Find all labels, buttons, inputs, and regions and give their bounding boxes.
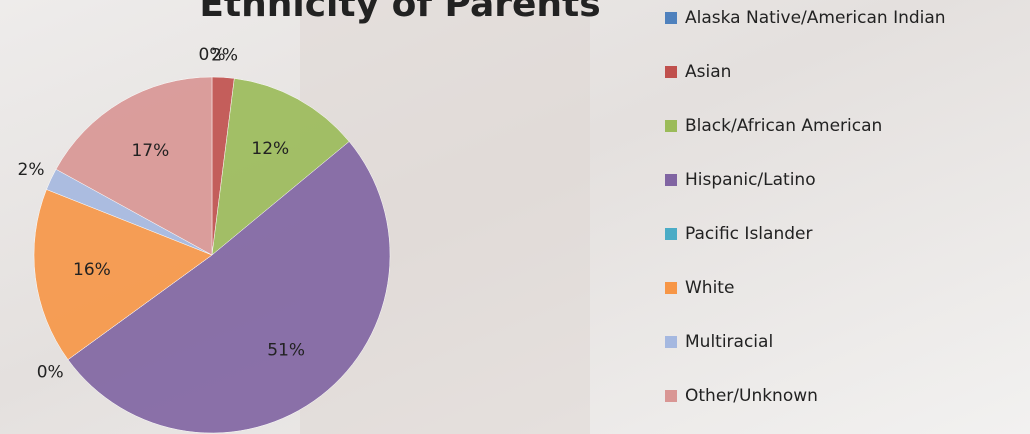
data-label: 17% bbox=[131, 141, 169, 161]
data-label: 16% bbox=[73, 260, 111, 280]
legend-label: Asian bbox=[685, 62, 731, 82]
legend-swatch bbox=[665, 336, 677, 348]
legend-label: Multiracial bbox=[685, 332, 773, 352]
legend-swatch bbox=[665, 12, 677, 24]
chart-title: Ethnicity of Parents bbox=[199, 0, 600, 25]
legend-swatch bbox=[665, 174, 677, 186]
legend-swatch bbox=[665, 390, 677, 402]
data-label: 51% bbox=[267, 341, 305, 361]
legend-swatch bbox=[665, 66, 677, 78]
legend-label: Black/African American bbox=[685, 116, 882, 136]
page: Ethnicity of Parents 0%2%12%51%0%16%2%17… bbox=[0, 0, 1030, 434]
data-label: 12% bbox=[251, 139, 289, 159]
chart: Ethnicity of Parents 0%2%12%51%0%16%2%17… bbox=[0, 0, 1030, 434]
legend-swatch bbox=[665, 282, 677, 294]
legend-label: Other/Unknown bbox=[685, 386, 818, 406]
data-label: 0% bbox=[37, 363, 64, 383]
legend-label: Hispanic/Latino bbox=[685, 170, 816, 190]
legend-label: White bbox=[685, 278, 734, 298]
data-label: 2% bbox=[18, 160, 45, 180]
legend-label: Pacific Islander bbox=[685, 224, 812, 244]
data-label: 2% bbox=[211, 45, 238, 65]
legend-label: Alaska Native/American Indian bbox=[685, 8, 946, 28]
legend-swatch bbox=[665, 228, 677, 240]
legend-swatch bbox=[665, 120, 677, 132]
